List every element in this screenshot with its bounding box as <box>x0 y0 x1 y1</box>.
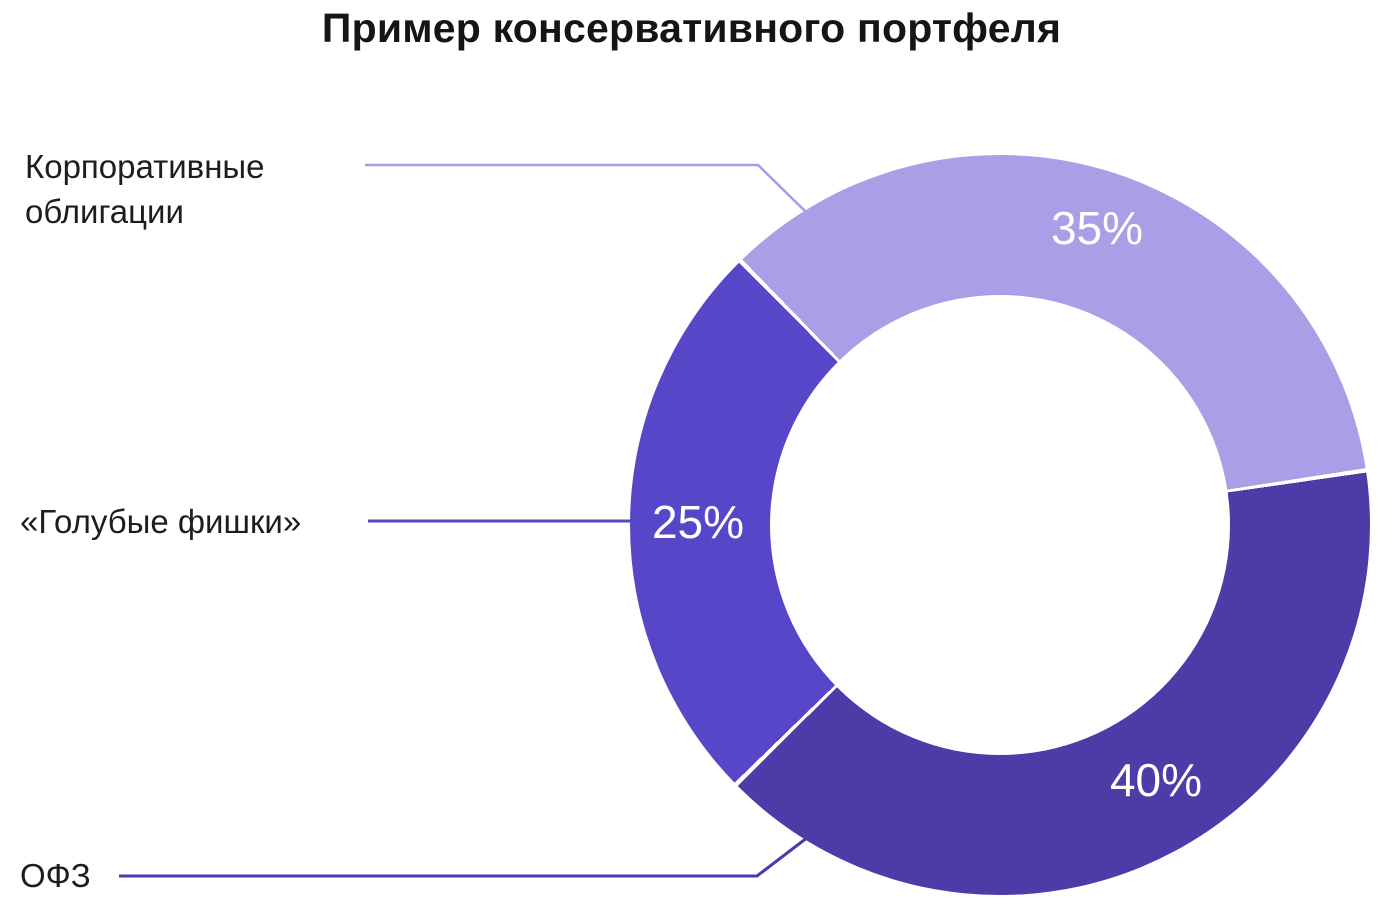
donut-hole <box>770 295 1230 755</box>
callout-label-blue-chips: «Голубые фишки» <box>20 503 302 540</box>
callout-label-ofz: ОФЗ <box>20 857 91 894</box>
donut-chart <box>630 155 1370 895</box>
chart-title: Пример консервативного портфеля <box>321 5 1062 51</box>
leader-line-ofz <box>119 832 813 878</box>
leader-line-corporate-bonds <box>365 163 807 213</box>
slice-value-ofz: 40% <box>1109 754 1203 806</box>
slice-value-blue-chips: 25% <box>651 496 745 548</box>
callout-label-corporate-bonds: Корпоративные облигации <box>25 148 265 230</box>
slice-value-corporate-bonds: 35% <box>1050 202 1144 254</box>
